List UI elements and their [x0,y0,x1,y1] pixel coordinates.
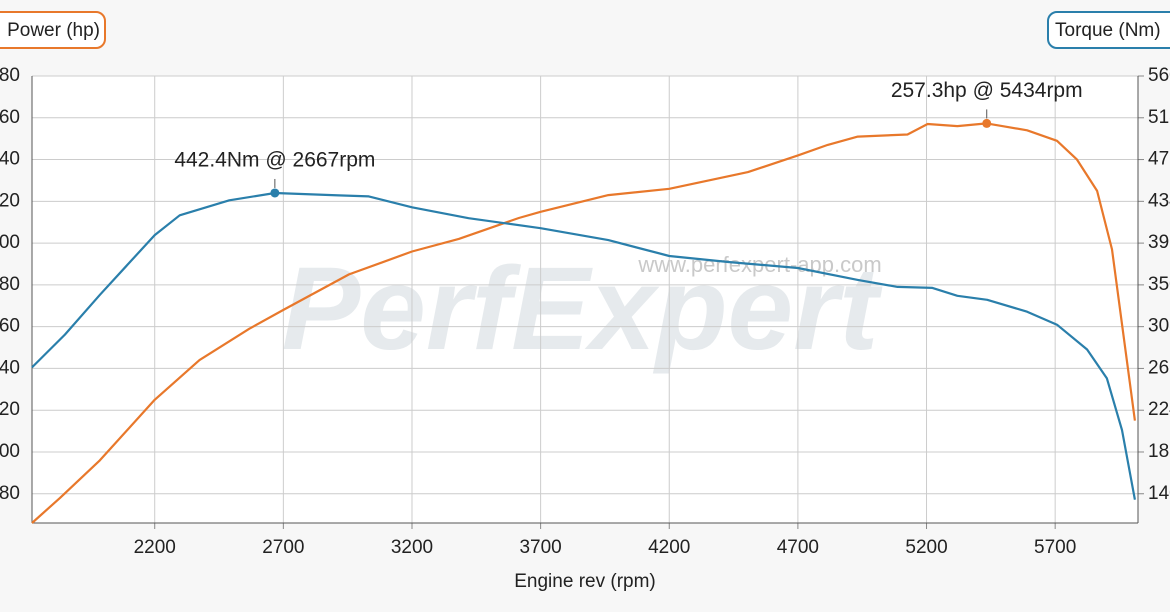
y2-tick-label: 140 [1148,483,1170,504]
x-tick-label: 4200 [648,537,690,558]
data-line [31,122,1136,524]
x-tick-label: 4700 [777,537,819,558]
x-tick-label: 2200 [134,537,176,558]
y2-tick-label: 560 [1148,65,1170,86]
annotation: 442.4Nm @ 2667rpm [174,149,375,172]
annotation-point [270,188,280,198]
y2-tick-label: 476 [1148,149,1170,170]
x-tick-label: 5200 [905,537,947,558]
y2-tick-label: 350 [1148,274,1170,295]
plot-area [32,76,1138,523]
y2-tick-label: 434 [1148,190,1170,211]
x-axis-label: Engine rev (rpm) [514,571,656,592]
y-tick-label: 180 [0,274,20,295]
y-label-box [0,11,106,49]
y-tick-label: 200 [0,232,20,253]
x-tick-label: 3200 [391,537,433,558]
y-tick-label: 160 [0,316,20,337]
y2-axis-label: Torque (Nm) [1055,20,1161,41]
y-tick-label: 220 [0,190,20,211]
y-tick-label: 140 [0,357,20,378]
y-tick-label: 120 [0,399,20,420]
y2-label-box [1047,11,1170,49]
y-axis-label: Power (hp) [7,20,100,41]
y2-tick-label: 266 [1148,357,1170,378]
x-tick-label: 5700 [1034,537,1076,558]
y2-tick-label: 392 [1148,232,1170,253]
x-tick-label: 3700 [519,537,561,558]
y-tick-label: 240 [0,149,20,170]
annotation: 257.3hp @ 5434rpm [891,79,1083,102]
y-tick-label: 80 [0,483,20,504]
y2-tick-label: 224 [1148,399,1170,420]
y2-tick-label: 182 [1148,441,1170,462]
y-tick-label: 280 [0,65,20,86]
watermark: PerfExpert [282,243,884,375]
annotation-point [982,118,992,128]
data-line [31,191,1136,500]
y-tick-label: 100 [0,441,20,462]
x-tick-label: 2700 [262,537,304,558]
y-tick-label: 260 [0,107,20,128]
y2-tick-label: 518 [1148,107,1170,128]
y2-tick-label: 308 [1148,316,1170,337]
